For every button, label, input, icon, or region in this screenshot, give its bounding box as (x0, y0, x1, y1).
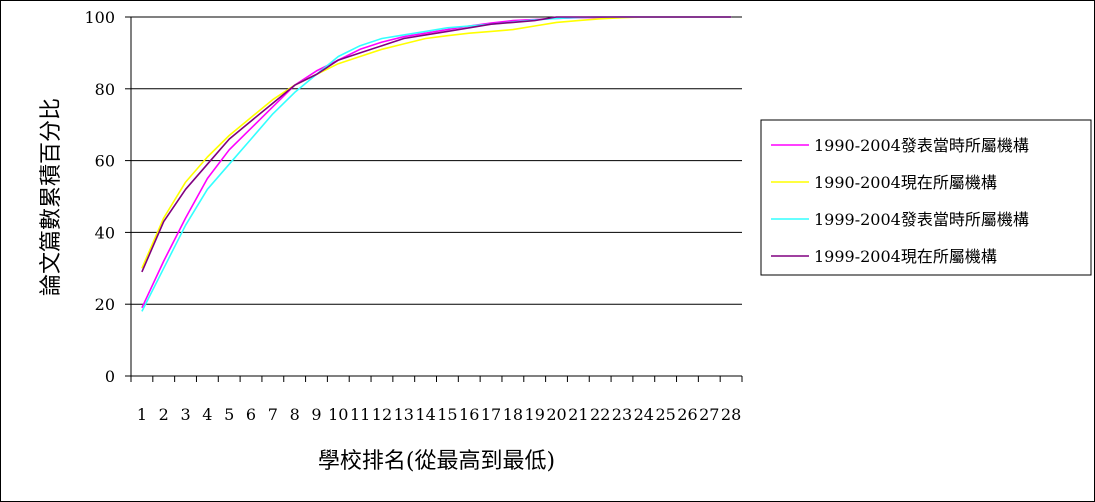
y-axis-title: 論文篇數累積百分比 (39, 98, 64, 296)
legend-label: 1990-2004發表當時所屬機構 (814, 136, 1029, 155)
series-line-3 (141, 16, 732, 312)
series-line-4 (141, 16, 732, 273)
x-tick-label: 7 (268, 405, 278, 424)
legend-label: 1999-2004發表當時所屬機構 (814, 210, 1029, 229)
x-tick-label: 14 (415, 405, 435, 424)
x-tick-label: 16 (459, 405, 479, 424)
x-tick-label: 26 (677, 405, 697, 424)
x-tick-label: 8 (290, 405, 300, 424)
x-tick-label: 3 (180, 405, 190, 424)
x-tick-label: 10 (328, 405, 348, 424)
x-tick-label: 22 (590, 405, 610, 424)
x-tick-label: 17 (481, 405, 501, 424)
x-tick-label: 6 (246, 405, 256, 424)
x-tick-label: 28 (721, 405, 741, 424)
x-axis-title: 學校排名(從最高到最低) (318, 449, 555, 474)
x-tick-label: 23 (612, 405, 632, 424)
x-tick-label: 1 (137, 405, 147, 424)
y-tick-label: 0 (105, 367, 115, 386)
x-tick-label: 21 (568, 405, 588, 424)
x-tick-label: 12 (372, 405, 392, 424)
x-tick-label: 11 (350, 405, 370, 424)
series-lines (141, 16, 732, 312)
y-tick-label: 80 (95, 80, 115, 99)
x-tick-label: 5 (224, 405, 234, 424)
series-line-2 (141, 16, 732, 269)
y-tick-label: 60 (95, 152, 115, 171)
x-tick-label: 20 (546, 405, 566, 424)
y-tick-label: 40 (95, 223, 115, 242)
x-tick-label: 18 (503, 405, 523, 424)
x-tick-label: 4 (202, 405, 212, 424)
legend-box (760, 119, 1092, 276)
x-tick-label: 25 (655, 405, 675, 424)
gridlines (125, 16, 742, 377)
legend-label: 1999-2004現在所屬機構 (814, 247, 997, 266)
x-tick-label: 2 (159, 405, 169, 424)
x-tick-label: 24 (634, 405, 654, 424)
x-tick-label: 9 (311, 405, 321, 424)
legend-label: 1990-2004現在所屬機構 (814, 173, 997, 192)
axes (130, 17, 743, 382)
y-tick-labels: 0 20 40 60 80 100 (84, 8, 115, 386)
x-tick-label: 19 (525, 405, 545, 424)
x-tick-label: 13 (394, 405, 414, 424)
x-tick-label: 15 (437, 405, 457, 424)
y-tick-label: 100 (84, 8, 115, 27)
y-tick-label: 20 (95, 295, 115, 314)
x-tick-label: 27 (699, 405, 719, 424)
x-tick-labels: 1 2 3 4 5 6 7 8 9 10 11 12 13 14 15 16 17 18 19 20 21 22 23 24 2… (137, 405, 741, 424)
legend: 1990-2004發表當時所屬機構 1990-2004現在所屬機構 1999-200… (760, 119, 1092, 276)
